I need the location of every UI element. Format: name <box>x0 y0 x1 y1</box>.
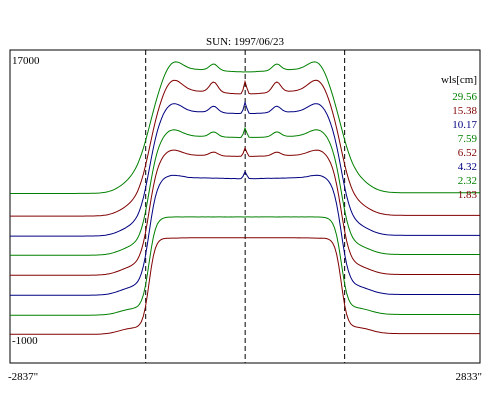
legend-item-4.32: 4.32 <box>458 161 477 173</box>
series-line-1.83 <box>10 237 480 335</box>
series-line-4.32 <box>10 170 480 296</box>
vertical-markers <box>145 50 346 363</box>
series-lines <box>10 61 480 335</box>
legend-item-29.56: 29.56 <box>452 91 477 103</box>
series-line-29.56 <box>10 61 480 194</box>
x-min-label: -2837" <box>8 371 38 383</box>
series-line-7.59 <box>10 126 480 256</box>
legend-item-6.52: 6.52 <box>458 147 477 159</box>
legend-item-7.59: 7.59 <box>458 133 478 145</box>
x-max-label: 2833" <box>456 371 483 383</box>
legend-item-1.83: 1.83 <box>458 189 478 201</box>
series-line-2.32 <box>10 216 480 316</box>
legend-item-10.17: 10.17 <box>452 119 477 131</box>
series-line-6.52 <box>10 146 480 276</box>
legend: wls[cm] 29.56 15.38 10.17 7.59 6.52 4.32 2.32 1… <box>441 74 478 201</box>
y-max-label: 17000 <box>12 55 40 67</box>
series-line-15.38 <box>10 79 480 217</box>
chart-title: SUN: 1997/06/23 <box>206 36 284 48</box>
legend-item-2.32: 2.32 <box>458 175 477 187</box>
legend-item-15.38: 15.38 <box>452 105 477 117</box>
series-line-10.17 <box>10 100 480 237</box>
legend-title: wls[cm] <box>441 74 477 86</box>
y-min-label: -1000 <box>12 335 38 347</box>
